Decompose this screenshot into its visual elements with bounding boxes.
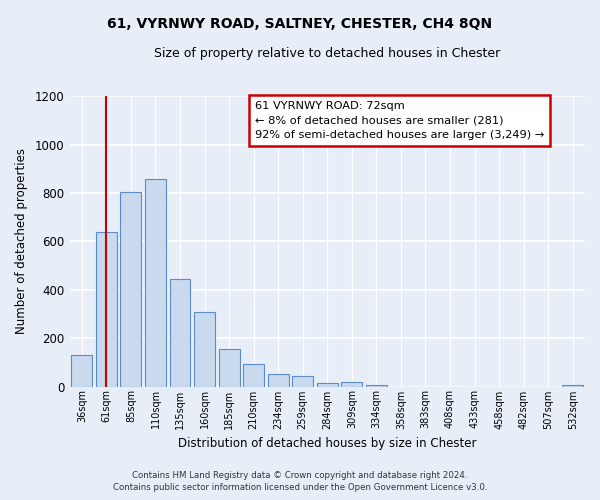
Bar [121, 192, 142, 386]
Bar [71, 355, 92, 386]
Text: 61 VYRNWY ROAD: 72sqm
← 8% of detached houses are smaller (281)
92% of semi-deta: 61 VYRNWY ROAD: 72sqm ← 8% of detached h… [255, 100, 544, 140]
Bar [317, 383, 338, 386]
Bar [218, 349, 239, 387]
Bar [292, 376, 313, 386]
Bar [170, 279, 190, 386]
Bar [145, 178, 166, 386]
Bar [268, 374, 289, 386]
Bar [341, 382, 362, 386]
Bar [194, 312, 215, 386]
Bar [366, 384, 387, 386]
Bar [243, 364, 264, 386]
Text: 61, VYRNWY ROAD, SALTNEY, CHESTER, CH4 8QN: 61, VYRNWY ROAD, SALTNEY, CHESTER, CH4 8… [107, 18, 493, 32]
Bar [96, 232, 117, 386]
Text: Contains HM Land Registry data © Crown copyright and database right 2024.
Contai: Contains HM Land Registry data © Crown c… [113, 471, 487, 492]
X-axis label: Distribution of detached houses by size in Chester: Distribution of detached houses by size … [178, 437, 476, 450]
Y-axis label: Number of detached properties: Number of detached properties [15, 148, 28, 334]
Title: Size of property relative to detached houses in Chester: Size of property relative to detached ho… [154, 48, 500, 60]
